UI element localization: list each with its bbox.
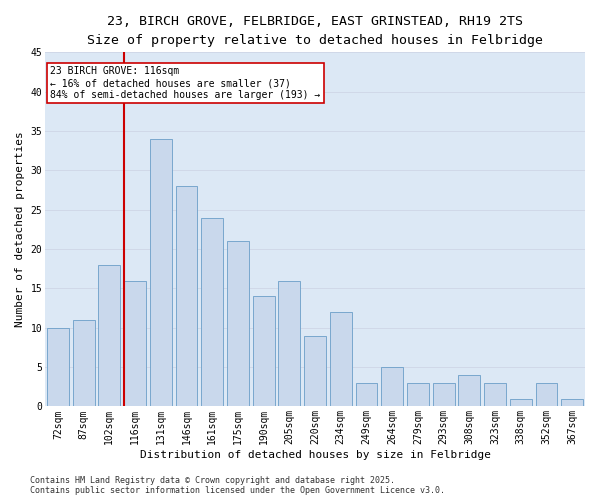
Bar: [356, 383, 377, 406]
Bar: [561, 398, 583, 406]
X-axis label: Distribution of detached houses by size in Felbridge: Distribution of detached houses by size …: [140, 450, 491, 460]
Text: 23 BIRCH GROVE: 116sqm
← 16% of detached houses are smaller (37)
84% of semi-det: 23 BIRCH GROVE: 116sqm ← 16% of detached…: [50, 66, 321, 100]
Bar: [47, 328, 69, 406]
Bar: [253, 296, 275, 406]
Bar: [176, 186, 197, 406]
Bar: [124, 280, 146, 406]
Bar: [433, 383, 455, 406]
Bar: [510, 398, 532, 406]
Text: Contains HM Land Registry data © Crown copyright and database right 2025.
Contai: Contains HM Land Registry data © Crown c…: [30, 476, 445, 495]
Bar: [330, 312, 352, 406]
Bar: [73, 320, 95, 406]
Bar: [227, 241, 249, 406]
Y-axis label: Number of detached properties: Number of detached properties: [15, 132, 25, 327]
Bar: [484, 383, 506, 406]
Bar: [536, 383, 557, 406]
Bar: [407, 383, 429, 406]
Title: 23, BIRCH GROVE, FELBRIDGE, EAST GRINSTEAD, RH19 2TS
Size of property relative t: 23, BIRCH GROVE, FELBRIDGE, EAST GRINSTE…: [87, 15, 543, 47]
Bar: [381, 367, 403, 406]
Bar: [150, 139, 172, 406]
Bar: [278, 280, 300, 406]
Bar: [201, 218, 223, 406]
Bar: [458, 375, 480, 406]
Bar: [304, 336, 326, 406]
Bar: [98, 265, 120, 406]
